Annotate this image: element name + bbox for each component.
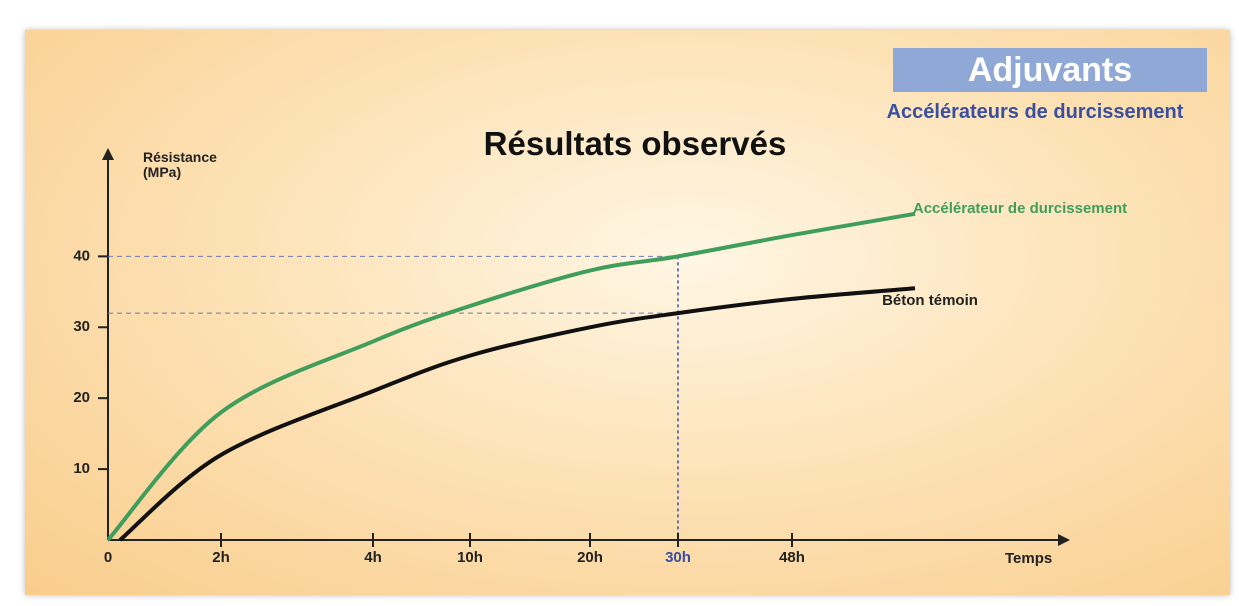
x-tick-label: 0 — [104, 549, 112, 566]
series-line — [120, 288, 915, 540]
series-label: Accélérateur de durcissement — [905, 200, 1135, 217]
x-axis-arrow — [1058, 534, 1070, 546]
y-tick-label: 40 — [73, 247, 90, 264]
x-tick-label: 4h — [364, 549, 382, 566]
x-tick-label: 10h — [457, 549, 483, 566]
chart: 10 20 30 40 0 2h 4h 10h 20h 30h 48h — [0, 0, 1239, 606]
series-label: Béton témoin — [880, 292, 980, 309]
y-tick-label: 30 — [73, 318, 90, 335]
slide: Adjuvants Accélérateurs de durcissement … — [0, 0, 1239, 606]
x-tick-label: 2h — [212, 549, 230, 566]
x-tick-label: 48h — [779, 549, 805, 566]
series-line — [108, 214, 915, 540]
x-tick-label: 20h — [577, 549, 603, 566]
y-axis-arrow — [102, 148, 114, 160]
y-tick-label: 20 — [73, 389, 90, 406]
x-tick-label: 30h — [665, 549, 691, 566]
y-tick-label: 10 — [73, 460, 90, 477]
